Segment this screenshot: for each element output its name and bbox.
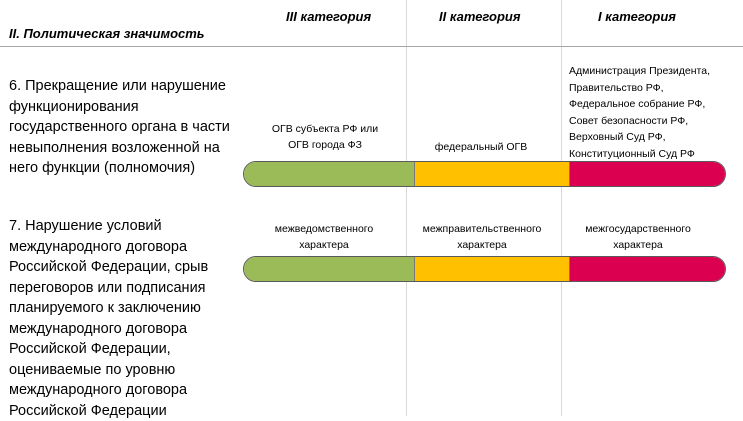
org-line: Администрация Президента, <box>569 65 710 77</box>
org-line: Верховный Суд РФ, <box>569 131 666 143</box>
category-2-segment <box>414 257 569 281</box>
criterion-7-category-bar <box>243 256 726 282</box>
org-line: Конституционный Суд РФ <box>569 147 695 160</box>
criterion-7-category-1-label: межгосударственного характера <box>585 223 691 251</box>
header-separator <box>0 46 743 47</box>
criterion-7-category-3-label: межведомственного характера <box>274 223 374 251</box>
criterion-7-category-2-label: межправительственного характера <box>422 223 542 251</box>
category-3-segment <box>244 257 414 281</box>
criterion-6-category-bar <box>243 161 726 187</box>
criterion-6-category-2-label: федеральный ОГВ <box>434 141 528 153</box>
category-1-segment <box>569 257 725 281</box>
column-divider-1 <box>406 0 407 416</box>
column-divider-2 <box>561 0 562 416</box>
org-line: Правительство РФ, <box>569 81 664 94</box>
category-3-segment <box>244 162 414 186</box>
criterion-6-category-1-label: Администрация Президента, Правительство … <box>569 63 710 162</box>
category-3-header: III категория <box>286 9 372 24</box>
section-title: II. Политическая значимость <box>9 26 205 41</box>
org-line: Совет безопасности РФ, <box>569 114 689 127</box>
criterion-7-text: 7. Нарушение условий международного дого… <box>9 218 209 419</box>
category-1-header: I категория <box>598 9 676 24</box>
category-2-header: II категория <box>439 9 521 24</box>
category-2-segment <box>414 162 569 186</box>
category-1-segment <box>569 162 725 186</box>
org-line: Федеральное собрание РФ, <box>569 98 706 110</box>
criterion-6-category-3-label: ОГВ субъекта РФ или ОГВ города ФЗ <box>271 123 379 151</box>
criterion-6-text: 6. Прекращение или нарушение функциониро… <box>9 78 230 176</box>
